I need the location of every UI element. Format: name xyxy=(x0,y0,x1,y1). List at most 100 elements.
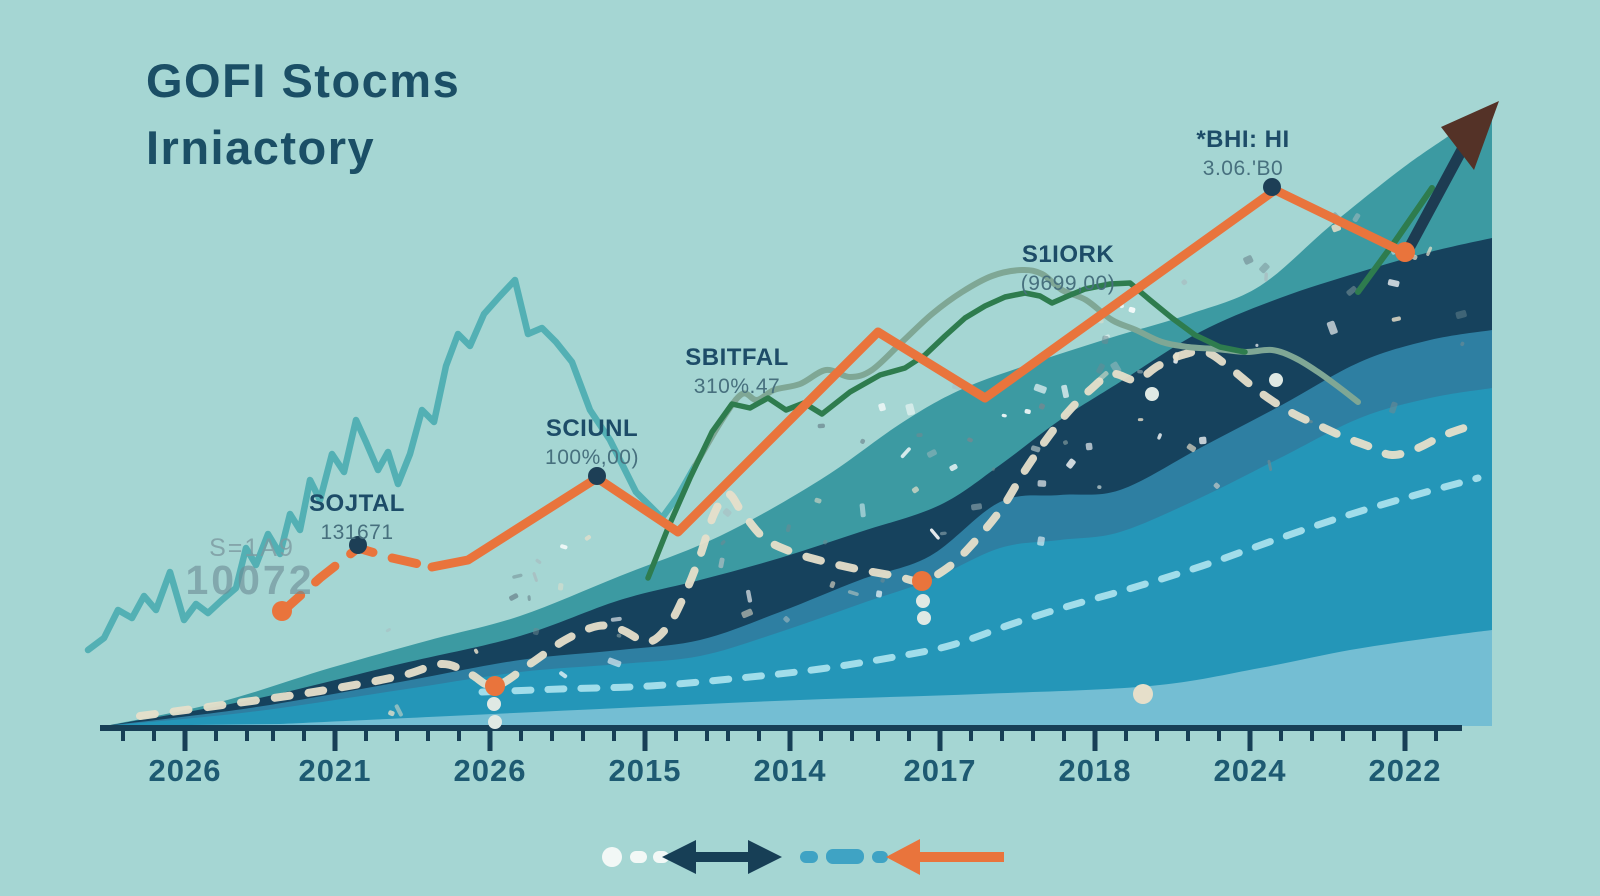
speckle xyxy=(388,710,395,717)
annotation-value-sojtal: 131671 xyxy=(320,521,393,544)
marker-dot-orange-dots xyxy=(272,601,292,621)
annotation-value-s1iork: (9699,00) xyxy=(1021,272,1115,295)
speckle xyxy=(746,589,753,603)
speckle xyxy=(1387,279,1400,288)
speckle xyxy=(860,438,866,444)
speckle xyxy=(1346,286,1357,296)
speckle xyxy=(967,437,973,443)
speckle xyxy=(880,578,885,583)
speckle xyxy=(474,648,479,654)
speckle xyxy=(607,657,622,668)
speckle xyxy=(512,573,523,579)
annotation-label-sbitfal: SBITFAL xyxy=(685,344,789,371)
line-green-line xyxy=(645,280,1248,581)
speckle xyxy=(720,540,726,546)
speckle xyxy=(616,633,622,638)
marker-dot-light-dots xyxy=(487,697,501,711)
legend-item-double-arrow xyxy=(662,840,782,874)
speckle xyxy=(785,524,791,533)
ghost-note-line2: 10072 xyxy=(185,557,314,603)
speckle xyxy=(1101,335,1109,345)
speckle xyxy=(783,616,790,623)
speckle xyxy=(718,557,725,569)
line-sage-line xyxy=(692,266,1361,469)
speckle xyxy=(1128,306,1136,313)
axis-tick-label: 2026 xyxy=(454,753,527,788)
axis-tick-label: 2015 xyxy=(609,753,682,788)
speckle xyxy=(1096,363,1105,374)
annotation-value-sbitfal: 310%.47 xyxy=(694,375,780,398)
axis-tick-label: 2026 xyxy=(149,753,222,788)
trend-arrow-shaft xyxy=(1403,143,1469,253)
speckle xyxy=(1033,383,1047,394)
blue-dash-icon xyxy=(800,851,818,863)
axis-tick-label: 2017 xyxy=(904,753,977,788)
marker-dot-navy-dots xyxy=(1263,178,1281,196)
line-orange-solid xyxy=(427,185,1410,572)
arrow-right-head-icon xyxy=(748,840,782,874)
legend-item-dashed-blue-series xyxy=(800,849,888,864)
arrow-left-head-icon xyxy=(662,840,696,874)
speckle xyxy=(527,595,531,601)
speckle xyxy=(385,628,391,633)
speckle xyxy=(817,423,825,429)
axis-tick-label: 2024 xyxy=(1214,753,1287,788)
title-line-1: GOFI Stocms xyxy=(146,54,461,107)
speckle xyxy=(1259,262,1270,274)
speckle xyxy=(584,534,592,541)
line-lightblue-dashed xyxy=(478,474,1482,696)
speckle xyxy=(557,583,564,591)
speckle xyxy=(1063,440,1068,445)
axis-tick-label: 2018 xyxy=(1059,753,1132,788)
speckle xyxy=(1097,485,1102,490)
white-dash-icon xyxy=(630,851,647,863)
marker-dot-navy-dots xyxy=(349,536,367,554)
chart-title: GOFI Stocms Irniactory xyxy=(146,48,460,181)
trend-arrow xyxy=(1403,101,1499,253)
speckle xyxy=(559,671,568,679)
marker-dot-light-dots xyxy=(916,594,930,608)
axis-tick-labels: 2026 2021 2026 2015 2014 2017 2018 2024 2022 xyxy=(149,753,1442,788)
axis-tick-label: 2022 xyxy=(1369,753,1442,788)
marker-dot-orange-dots xyxy=(485,676,505,696)
marker-dot-orange-dots xyxy=(1395,242,1415,262)
speckle xyxy=(722,508,732,517)
speckle xyxy=(814,497,822,504)
marker-dot-light-dots xyxy=(1145,387,1159,401)
speckle xyxy=(1213,482,1220,489)
speckle xyxy=(900,447,911,459)
legend-item-orange-arrow xyxy=(886,839,1004,875)
speckle xyxy=(1326,320,1338,335)
speckle xyxy=(532,572,538,582)
speckle xyxy=(1137,369,1143,374)
white-dash-icon xyxy=(653,851,669,863)
speckle xyxy=(875,590,883,598)
marker-dot-light-dots xyxy=(917,611,931,625)
speckle xyxy=(1085,442,1093,451)
speckle xyxy=(939,531,947,536)
speckle xyxy=(1389,401,1398,414)
annotation-value-bhi-hi: 3.06.'B0 xyxy=(1203,157,1283,180)
speckle xyxy=(1460,341,1465,347)
line-green-line-segment2 xyxy=(1355,185,1435,295)
marker-dot-light-dots xyxy=(488,715,502,729)
speckle xyxy=(1255,343,1259,347)
speckle xyxy=(610,616,622,622)
speckle xyxy=(1198,436,1207,445)
speckle xyxy=(1186,443,1197,453)
series-annotations: SOJTAL 131671 SCIUNL 100%,00) SBITFAL 310%.47… xyxy=(309,126,1289,544)
annotation-label-sciunl: SCIUNL xyxy=(546,415,638,442)
title-line-2: Irniactory xyxy=(146,120,376,174)
blue-dash-icon xyxy=(872,851,888,863)
speckle xyxy=(535,558,542,564)
legend-item-dotted-white-series xyxy=(602,847,669,867)
speckle xyxy=(905,403,916,416)
speckle xyxy=(1157,433,1162,440)
speckle xyxy=(741,608,753,619)
speckle xyxy=(971,503,983,511)
speckle xyxy=(930,528,940,540)
speckle xyxy=(949,463,958,472)
speckle xyxy=(991,467,996,472)
trend-arrow-head-icon xyxy=(1441,101,1499,170)
